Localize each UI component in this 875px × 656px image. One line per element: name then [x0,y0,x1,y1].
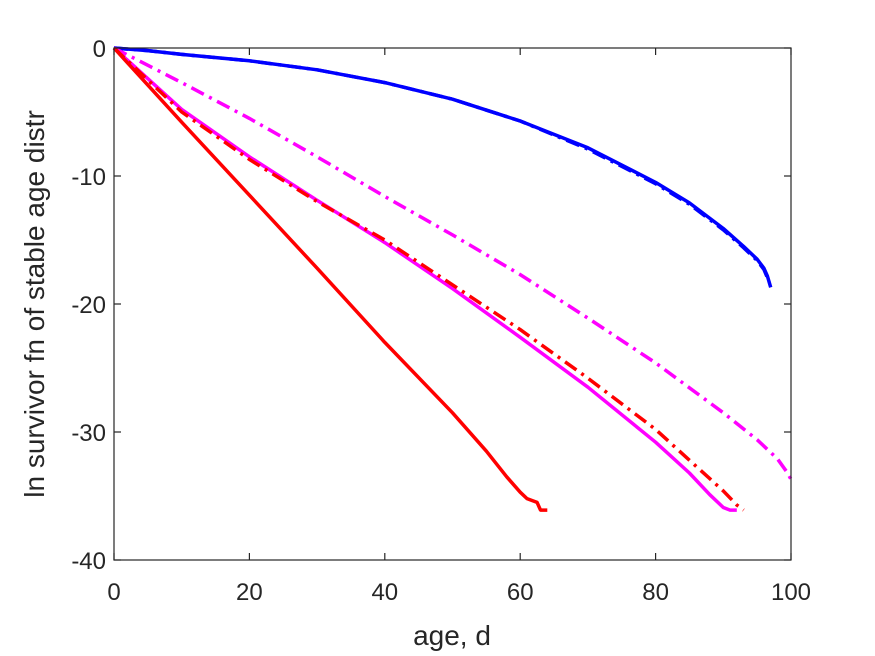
plot-background [114,48,791,560]
x-axis-label: age, d [413,620,491,651]
series-line-3 [112,46,737,512]
x-tick-label: 100 [771,579,811,606]
series-line-4 [112,46,745,512]
y-tick-label: -40 [71,548,106,575]
x-tick-label: 20 [236,579,263,606]
tick-layer: 0 20 40 60 80 100 0 -10 -20 -30 -40 [71,36,811,606]
y-tick-label: 0 [93,36,106,63]
x-tick-label: 60 [507,579,534,606]
y-tick-label: -30 [71,420,106,447]
y-tick-label: -10 [71,164,106,191]
series-line-5 [112,46,548,512]
x-tick-label: 0 [107,579,120,606]
x-tick-label: 80 [642,579,669,606]
y-axis-label: ln survivor fn of stable age distr [19,110,50,498]
series-layer [112,46,793,512]
y-tick-label: -20 [71,292,106,319]
series-line-2 [113,46,793,481]
x-tick-label: 40 [371,579,398,606]
